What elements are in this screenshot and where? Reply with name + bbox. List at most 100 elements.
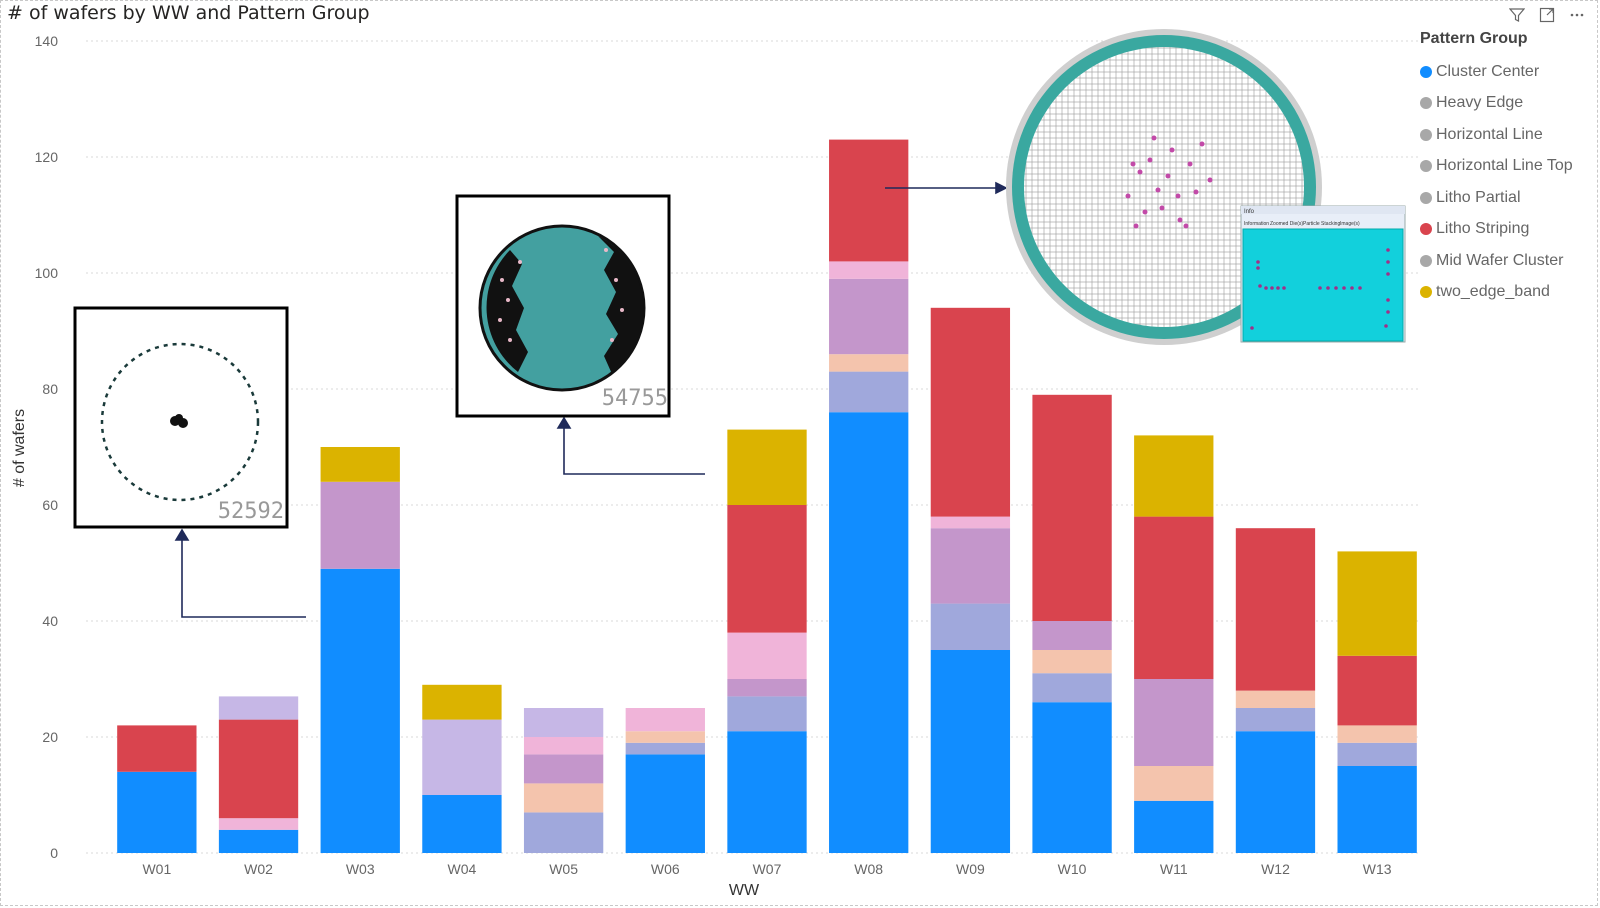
bar-segment[interactable]: [117, 771, 197, 853]
bar-segment[interactable]: [1032, 673, 1112, 703]
bar-segment[interactable]: [1235, 690, 1316, 708]
y-tick-label: 140: [35, 33, 59, 49]
connector-w07: [563, 422, 705, 475]
bar-segment[interactable]: [320, 447, 400, 482]
wafer-image-52592: 52592: [73, 306, 289, 529]
y-tick-label: 60: [42, 497, 58, 513]
bars: [117, 139, 1417, 853]
legend-label: Cluster Center: [1436, 62, 1540, 80]
bar-segment[interactable]: [1337, 766, 1417, 853]
bar-segment[interactable]: [930, 650, 1011, 853]
bar-segment[interactable]: [625, 754, 705, 853]
bar-segment[interactable]: [727, 696, 807, 732]
bar-segment[interactable]: [727, 632, 807, 679]
bar-segment[interactable]: [523, 708, 604, 737]
y-tick-label: 0: [50, 845, 58, 861]
bar-segment[interactable]: [1134, 516, 1214, 679]
bar-segment[interactable]: [320, 568, 400, 853]
legend-dot-icon: [1420, 191, 1432, 204]
y-tick-label: 120: [35, 149, 59, 165]
legend-item[interactable]: Litho Striping: [1420, 214, 1573, 246]
legend-dot-icon: [1420, 254, 1432, 267]
bar-segment[interactable]: [829, 278, 909, 355]
legend-item[interactable]: Litho Partial: [1420, 182, 1573, 214]
filter-icon[interactable]: [1508, 6, 1526, 24]
bar-segment[interactable]: [218, 818, 299, 830]
bar-segment[interactable]: [1235, 708, 1316, 732]
bar-segment[interactable]: [117, 725, 197, 772]
bar-segment[interactable]: [727, 429, 807, 505]
bar-segment[interactable]: [422, 719, 502, 795]
legend-item[interactable]: Horizontal Line: [1420, 119, 1573, 151]
bar-segment[interactable]: [320, 481, 400, 569]
bar-segment[interactable]: [625, 731, 705, 743]
bar-segment[interactable]: [1134, 800, 1214, 853]
annotation-connectors: [174, 181, 1008, 618]
wafer-image-54755: 54755: [455, 194, 671, 418]
bar-segment[interactable]: [1032, 650, 1112, 674]
legend: Pattern Group Cluster Center Heavy Edge Ho…: [1420, 30, 1573, 308]
bar-segment[interactable]: [218, 696, 299, 720]
x-tick-label: W05: [549, 861, 578, 877]
y-axis-title: # of wafers: [11, 409, 28, 487]
bar-segment[interactable]: [930, 307, 1011, 517]
bar-segment[interactable]: [1134, 679, 1214, 766]
x-tick-label: W01: [142, 861, 171, 877]
info-tab-particle-stacking[interactable]: Particle Stacking: [1303, 221, 1340, 227]
info-tab-images[interactable]: Image(s): [1340, 221, 1360, 227]
chart-title: # of wafers by WW and Pattern Group: [7, 2, 370, 24]
wafer-id-54755: 54755: [602, 386, 668, 411]
bar-segment[interactable]: [930, 528, 1011, 604]
bar-segment[interactable]: [523, 783, 604, 813]
arrow-head-w03: [174, 528, 190, 541]
bar-segment[interactable]: [1337, 725, 1417, 743]
info-tab-information[interactable]: Information: [1244, 221, 1269, 227]
bar-segment[interactable]: [523, 754, 604, 784]
y-tick-label: 100: [35, 265, 59, 281]
legend-item[interactable]: Horizontal Line Top: [1420, 151, 1573, 183]
info-window-title: Info: [1244, 209, 1255, 215]
x-tick-label: W09: [956, 861, 985, 877]
info-tab-zoomed-dies[interactable]: Zoomed Die(s): [1270, 221, 1303, 227]
bar-segment[interactable]: [829, 371, 909, 413]
bar-segment[interactable]: [625, 708, 705, 732]
arrow-head-w07: [556, 416, 572, 429]
bar-segment[interactable]: [930, 516, 1011, 529]
bar-segment[interactable]: [1032, 702, 1112, 853]
bar-segment[interactable]: [727, 731, 807, 853]
bar-segment[interactable]: [218, 829, 299, 853]
bar-segment[interactable]: [523, 737, 604, 755]
bar-segment[interactable]: [727, 505, 807, 633]
arrow-head-w08: [995, 181, 1008, 195]
legend-item[interactable]: Cluster Center: [1420, 56, 1573, 88]
legend-item[interactable]: Heavy Edge: [1420, 88, 1573, 120]
connector-w03: [181, 534, 306, 618]
bar-segment[interactable]: [422, 795, 502, 853]
bar-segment[interactable]: [1337, 742, 1417, 766]
bar-segment[interactable]: [625, 742, 705, 755]
legend-title: Pattern Group: [1420, 30, 1528, 47]
focus-mode-icon[interactable]: [1538, 6, 1556, 24]
bar-segment[interactable]: [829, 139, 909, 262]
bar-segment[interactable]: [523, 812, 604, 853]
bar-segment[interactable]: [422, 684, 502, 720]
bar-segment[interactable]: [1032, 621, 1112, 650]
bar-segment[interactable]: [1337, 551, 1417, 656]
legend-item[interactable]: Mid Wafer Cluster: [1420, 245, 1573, 277]
more-options-icon[interactable]: [1568, 6, 1586, 24]
bar-segment[interactable]: [1032, 394, 1112, 621]
bar-segment[interactable]: [930, 603, 1011, 650]
bar-segment[interactable]: [829, 261, 909, 279]
bar-segment[interactable]: [1235, 528, 1316, 691]
legend-label: Litho Partial: [1436, 188, 1521, 206]
legend-items: Cluster Center Heavy Edge Horizontal Line H…: [1420, 56, 1573, 308]
bar-segment[interactable]: [218, 719, 299, 819]
bar-segment[interactable]: [1337, 655, 1417, 726]
bar-segment[interactable]: [829, 412, 909, 853]
legend-item[interactable]: two_edge_band: [1420, 277, 1573, 309]
bar-segment[interactable]: [727, 679, 807, 697]
bar-segment[interactable]: [829, 354, 909, 372]
bar-segment[interactable]: [1134, 435, 1214, 517]
bar-segment[interactable]: [1235, 731, 1316, 853]
bar-segment[interactable]: [1134, 766, 1214, 801]
